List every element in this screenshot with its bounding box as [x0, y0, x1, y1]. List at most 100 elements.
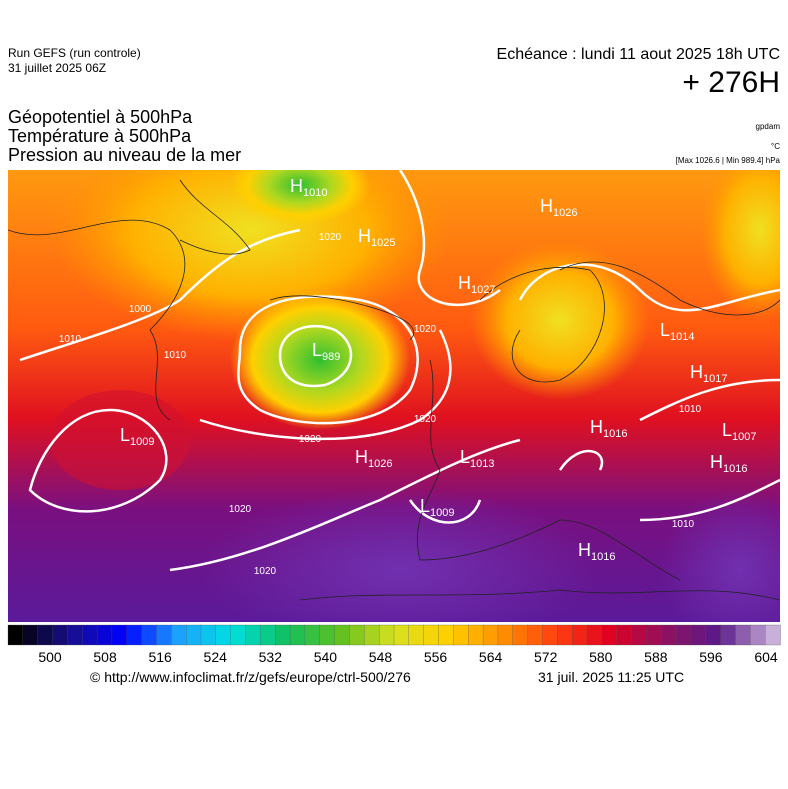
pressure-center: L1009 [120, 425, 155, 448]
isobar-label: 1010 [164, 350, 187, 361]
pressure-center: H1016 [590, 417, 627, 440]
center-value: 1017 [703, 373, 727, 385]
pressure-center: H1027 [458, 273, 495, 296]
colorbar-swatch [37, 624, 54, 646]
center-type: L [420, 496, 430, 516]
echeance: Echéance : lundi 11 aout 2025 18h UTC [496, 46, 780, 63]
colorbar-swatch [557, 624, 573, 646]
colorbar-swatch [393, 624, 410, 646]
center-value: 1010 [303, 187, 327, 199]
footer-timestamp: 31 juil. 2025 11:25 UTC [538, 669, 685, 685]
center-value: 1016 [723, 463, 747, 475]
colorbar-swatch [572, 624, 588, 646]
colorbar-swatch [82, 624, 98, 646]
center-type: H [690, 362, 703, 382]
isobar-label: 1010 [59, 334, 82, 345]
pressure-center: L989 [312, 340, 340, 363]
center-value: 1014 [670, 331, 694, 343]
colorbar-swatch [289, 624, 306, 646]
center-type: L [312, 340, 322, 360]
map: H1010H1025H1026H1027L989L1014H1017L1009H… [7, 170, 781, 665]
run: Run GEFS (run controle) [8, 46, 141, 60]
colorbar-swatch [275, 624, 291, 646]
colorbar-swatch [542, 624, 558, 646]
colorbar-swatch [438, 624, 455, 646]
pressure-center: H1017 [690, 362, 727, 385]
colorbar-swatch [334, 624, 351, 646]
pressure-center: H1026 [355, 447, 392, 470]
colorbar-swatch [379, 624, 395, 646]
colorbar-tick-label: 572 [534, 649, 558, 665]
unit: °C [771, 142, 780, 151]
pressure-center: L1009 [420, 496, 455, 519]
colorbar-swatch [512, 624, 529, 646]
colorbar-swatch [96, 624, 113, 646]
run-date: 31 juillet 2025 06Z [8, 61, 107, 75]
unit: gpdam [755, 122, 780, 131]
colorbar-swatch [364, 624, 380, 646]
colorbar-swatch [245, 624, 262, 646]
center-type: H [290, 176, 303, 196]
colorbar-swatch [111, 624, 128, 646]
colorbar-swatch [230, 624, 247, 646]
pressure-center: H1016 [578, 540, 615, 563]
center-type: L [460, 447, 470, 467]
colorbar-swatch [408, 624, 425, 646]
isobar-label: 1010 [672, 519, 695, 530]
colorbar-swatch [468, 624, 484, 646]
colorbar-swatch [735, 624, 751, 646]
center-type: H [358, 226, 371, 246]
colorbar-swatch [616, 624, 633, 646]
colorbar-swatch [7, 624, 24, 646]
colorbar-tick-label: 596 [699, 649, 723, 665]
isobar-label: 1020 [414, 324, 437, 335]
colorbar-swatch [304, 624, 321, 646]
colorbar-swatch [661, 624, 677, 646]
pressure-center: L1013 [460, 447, 495, 470]
pressure-center: L1007 [722, 420, 757, 443]
title: Température à 500hPa [8, 126, 192, 146]
pressure-center: H1010 [290, 176, 327, 199]
colorbar-tick-label: 556 [424, 649, 448, 665]
isobar-label: 1020 [414, 414, 437, 425]
center-type: L [120, 425, 130, 445]
colorbar-swatch [67, 624, 83, 646]
unit: [Max 1026.6 | Min 989.4] hPa [675, 156, 780, 165]
colorbar-swatch [482, 624, 499, 646]
center-type: H [710, 452, 723, 472]
isobar-label: 1020 [319, 232, 342, 243]
pressure-center: H1026 [540, 196, 577, 219]
colorbar-swatch [260, 624, 276, 646]
colorbar-swatch [750, 624, 766, 646]
colorbar-swatch [690, 624, 707, 646]
center-type: H [458, 273, 471, 293]
center-value: 989 [322, 351, 340, 363]
colorbar-tick-label: 604 [754, 649, 778, 665]
isobar-label: 1000 [129, 304, 152, 315]
center-type: H [355, 447, 368, 467]
colorbar-tick-label: 532 [259, 649, 283, 665]
center-value: 1016 [591, 551, 615, 563]
colorbar-tick-label: 516 [148, 649, 172, 665]
colorbar-tick-label: 524 [204, 649, 228, 665]
center-type: L [722, 420, 732, 440]
center-value: 1026 [553, 207, 577, 219]
isobar-label: 1020 [299, 434, 322, 445]
colorbar-swatch [186, 624, 202, 646]
colorbar-swatch [22, 624, 39, 646]
title: Pression au niveau de la mer [8, 145, 242, 165]
isobar-label: 1020 [229, 504, 252, 515]
colorbar-swatch [646, 624, 662, 646]
lead-time: + 276H [682, 66, 780, 99]
center-type: L [660, 320, 670, 340]
colorbar-tick-label: 500 [38, 649, 62, 665]
center-type: H [578, 540, 591, 560]
center-value: 1027 [471, 284, 495, 296]
colorbar-swatch [631, 624, 648, 646]
center-value: 1007 [732, 431, 756, 443]
colorbar-swatch [586, 624, 603, 646]
center-type: H [540, 196, 553, 216]
colorbar-swatch [319, 624, 336, 646]
pressure-center: L1014 [660, 320, 695, 343]
colorbar-tick-label: 540 [314, 649, 338, 665]
